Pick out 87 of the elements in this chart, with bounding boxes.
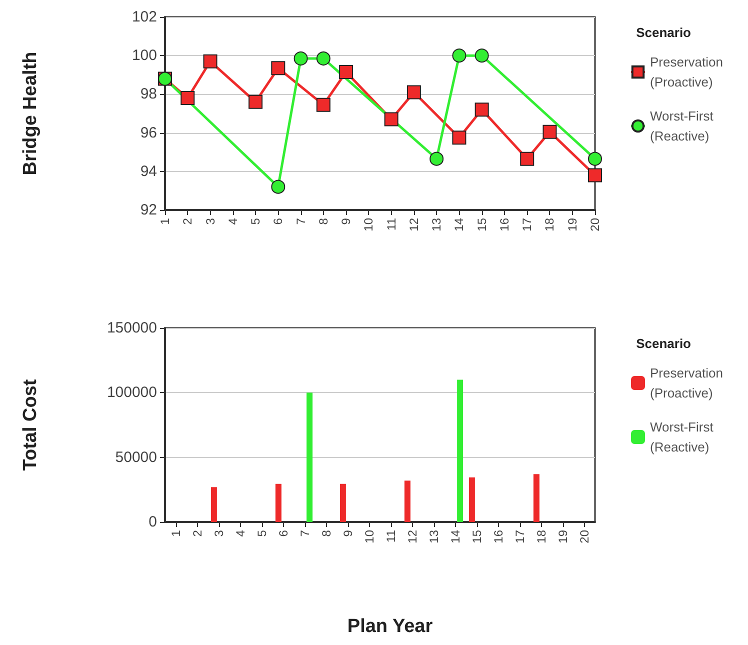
- legend-title: Scenario: [636, 25, 692, 40]
- y-tick-label: 100000: [106, 384, 157, 402]
- x-tick-label: 10: [362, 530, 376, 544]
- x-tick-label: 7: [298, 530, 312, 537]
- point: [474, 48, 489, 63]
- x-axis-title: Plan Year: [347, 616, 434, 637]
- x-tick-label: 8: [319, 530, 334, 537]
- bar: [210, 487, 217, 522]
- y-tick-label: 0: [148, 514, 157, 530]
- point: [452, 130, 466, 145]
- y-tick-label: 98: [140, 86, 157, 103]
- x-tick-label: 4: [233, 530, 248, 537]
- y-tick-label: 102: [132, 8, 157, 26]
- x-tick-label: 18: [542, 218, 557, 232]
- x-tick-label: 8: [316, 218, 330, 225]
- x-tick-label: 13: [426, 530, 441, 544]
- x-tick-label: 17: [512, 530, 527, 544]
- x-tick-label: 1: [158, 218, 172, 225]
- x-tick-label: 5: [248, 218, 263, 225]
- y-tick-label: 92: [140, 202, 157, 218]
- x-tick-label: 3: [203, 218, 218, 225]
- point: [316, 98, 330, 112]
- y-tick-label: 94: [140, 162, 157, 180]
- x-tick-label: 16: [497, 218, 512, 232]
- point: [203, 54, 218, 68]
- x-tick-label: 10: [362, 218, 376, 232]
- point: [294, 52, 308, 66]
- x-tick-label: 6: [271, 218, 286, 225]
- point: [474, 102, 489, 117]
- x-tick-label: 6: [276, 530, 290, 537]
- bar: [468, 477, 475, 522]
- y-tick-label: 150000: [106, 320, 157, 336]
- bar: [340, 484, 346, 522]
- bar: [275, 484, 282, 522]
- bar: [533, 474, 540, 522]
- x-tick-label: 14: [448, 530, 462, 544]
- point: [406, 85, 421, 100]
- legend-label: Worst-First (Reactive): [650, 108, 717, 144]
- x-tick-label: 4: [226, 218, 240, 225]
- x-tick-label: 3: [212, 530, 226, 537]
- legend-title: Scenario: [636, 336, 692, 351]
- point: [542, 124, 557, 139]
- bar: [457, 380, 464, 522]
- x-tick-label: 20: [588, 218, 602, 232]
- x-tick-label: 12: [406, 218, 421, 232]
- x-tick-label: 20: [577, 530, 592, 544]
- point: [180, 91, 195, 106]
- y-tick-label: 100: [132, 47, 157, 64]
- x-tick-label: 14: [452, 218, 466, 232]
- x-tick-label: 2: [190, 530, 204, 537]
- x-tick-label: 15: [470, 530, 484, 544]
- point: [384, 112, 398, 126]
- point: [520, 152, 534, 166]
- point: [588, 152, 602, 166]
- x-tick-label: 19: [565, 218, 580, 232]
- x-tick-label: 9: [340, 530, 355, 537]
- legend-label: Preservation (Proactive): [650, 366, 727, 400]
- x-tick-label: 1: [168, 530, 183, 537]
- point: [248, 94, 263, 109]
- x-tick-label: 11: [384, 218, 398, 230]
- x-tick-label: 12: [405, 530, 420, 544]
- legend-label: Preservation (Proactive): [650, 54, 727, 90]
- y-axis-title: Bridge Health: [20, 52, 41, 176]
- y-tick-label: 50000: [115, 448, 157, 466]
- bar: [404, 480, 410, 522]
- point: [339, 65, 354, 80]
- x-tick-label: 19: [556, 530, 570, 544]
- x-tick-label: 15: [474, 218, 489, 232]
- x-tick-label: 13: [430, 218, 444, 232]
- y-axis-title: Total Cost: [20, 378, 41, 471]
- point: [430, 152, 444, 166]
- point: [271, 61, 286, 76]
- point: [316, 52, 330, 66]
- x-tick-label: 16: [491, 530, 506, 544]
- legend-label: Worst-First (Reactive): [650, 420, 717, 454]
- bar: [306, 392, 313, 522]
- y-tick-label: 96: [140, 124, 157, 142]
- x-tick-label: 9: [339, 218, 354, 225]
- x-tick-label: 18: [534, 530, 548, 544]
- point: [588, 168, 602, 182]
- x-tick-label: 17: [520, 218, 534, 232]
- x-tick-label: 11: [384, 530, 398, 542]
- x-tick-label: 5: [254, 530, 269, 537]
- x-tick-label: 2: [180, 218, 195, 225]
- point: [271, 180, 286, 194]
- point: [452, 48, 466, 63]
- x-tick-label: 7: [294, 218, 308, 225]
